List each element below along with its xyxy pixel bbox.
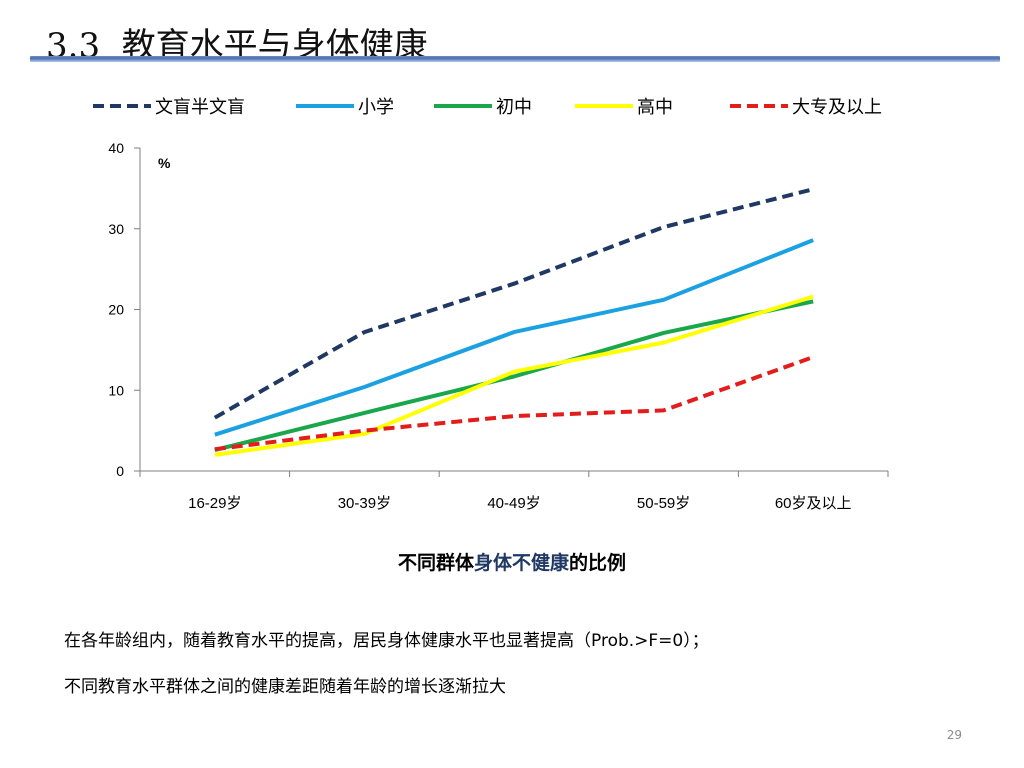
series-line [214, 238, 814, 437]
series-line [214, 299, 814, 452]
chart-caption: 不同群体身体不健康的比例 [0, 548, 1024, 575]
note-line-2: 不同教育水平群体之间的健康差距随着年龄的增长逐渐拉大 [64, 677, 506, 697]
legend-swatch [434, 104, 492, 108]
legend-item: 高中 [575, 88, 673, 124]
y-tick-label: 20 [108, 302, 124, 318]
page-number: 29 [946, 728, 962, 742]
x-tick-label: 16-29岁 [188, 495, 241, 512]
y-tick-label: 30 [108, 221, 124, 237]
title-underline [30, 56, 1000, 62]
y-unit-label: % [158, 155, 171, 171]
legend-item: 小学 [296, 88, 394, 124]
y-tick-label: 0 [116, 463, 124, 479]
legend-label: 初中 [496, 97, 532, 118]
legend-item: 初中 [434, 88, 532, 124]
caption-highlight: 身体不健康 [473, 552, 569, 574]
x-tick-label: 50-59岁 [637, 495, 690, 512]
chart-legend: 文盲半文盲 小学 初中 高中 大专及以上 [0, 88, 1024, 124]
legend-swatch [93, 104, 151, 108]
legend-label: 小学 [358, 97, 394, 118]
legend-item: 大专及以上 [730, 88, 882, 124]
legend-label: 文盲半文盲 [155, 97, 245, 118]
line-chart: 0 10 20 30 40% 16-29岁 30-39岁 40-49岁 50-59岁 60岁及以上 [108, 140, 889, 512]
legend-label: 高中 [637, 97, 673, 118]
x-tick-label: 40-49岁 [487, 495, 540, 512]
caption-text-pre: 不同群体 [397, 552, 474, 574]
series-line [213, 187, 814, 420]
y-tick-label: 10 [108, 382, 124, 398]
legend-swatch [730, 104, 788, 108]
legend-label: 大专及以上 [792, 97, 882, 118]
x-tick-label: 30-39岁 [338, 495, 391, 512]
caption-text-post: 的比例 [569, 552, 627, 574]
legend-swatch [296, 104, 354, 108]
legend-swatch [575, 104, 633, 108]
note-line-1: 在各年龄组内，随着教育水平的提高，居民身体健康水平也显著提高（Prob.>F=0… [64, 631, 709, 651]
series-line [214, 355, 814, 452]
y-tick-label: 40 [108, 140, 124, 156]
x-tick-label: 60岁及以上 [775, 495, 852, 512]
legend-item: 文盲半文盲 [93, 88, 245, 124]
series-line [214, 294, 814, 457]
